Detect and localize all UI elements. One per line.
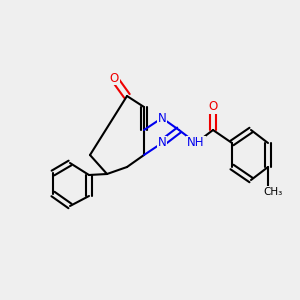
Text: O: O: [110, 71, 118, 85]
Text: N: N: [158, 136, 166, 149]
Text: N: N: [158, 112, 166, 124]
Text: CH₃: CH₃: [263, 187, 282, 197]
Text: O: O: [208, 100, 217, 113]
Text: NH: NH: [187, 136, 205, 149]
